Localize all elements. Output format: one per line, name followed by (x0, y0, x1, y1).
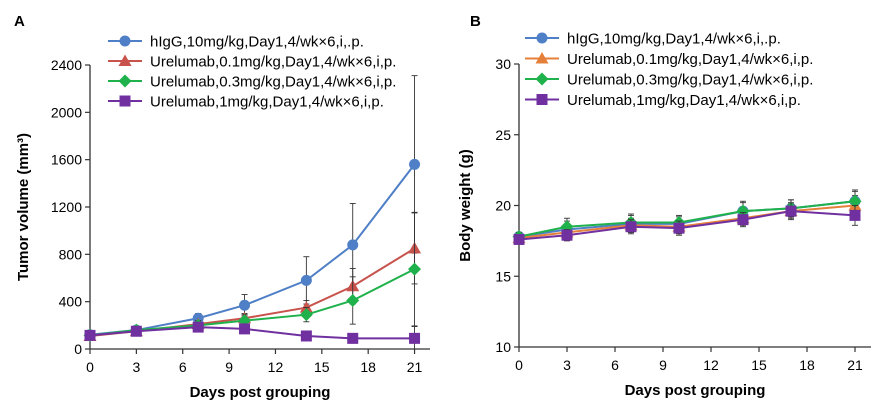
series-2 (83, 212, 422, 341)
legend-label: Urelumab,0.3mg/kg,Day1,4/wk×6,i,p. (150, 74, 396, 91)
legend-marker (536, 94, 548, 105)
y-axis-title: Body weight (g) (457, 149, 474, 262)
legend: hIgG,10mg/kg,Day1,4/wk×6,i,.p. Urelumab,0… (525, 31, 813, 109)
data-point (785, 205, 797, 217)
data-point (346, 293, 360, 307)
x-tick-label: 0 (515, 357, 523, 373)
x-tick-label: 9 (225, 359, 233, 375)
panel-b-chart: 10 15 20 25 30 0 3 6 9 12 15 18 21 Days post grouping… (457, 31, 871, 399)
data-point (347, 239, 359, 251)
legend: hIgG,10mg/kg,Day1,4/wk×6,i,.p. Urelumab,0… (108, 34, 396, 111)
series-3 (83, 211, 422, 342)
x-tick-label: 0 (86, 359, 94, 375)
series-1 (84, 75, 421, 341)
legend-marker (118, 74, 132, 88)
legend-marker (119, 95, 131, 107)
x-tick-label: 12 (268, 359, 284, 375)
y-tick-label: 20 (495, 198, 511, 214)
x-tick-label: 21 (407, 359, 423, 375)
series-4 (513, 202, 861, 245)
x-tick-label: 3 (132, 359, 140, 375)
data-point (347, 332, 359, 344)
data-point (299, 301, 313, 313)
series-4 (84, 321, 421, 350)
data-point (239, 299, 251, 311)
y-tick-label: 2000 (51, 104, 82, 120)
y-tick-label: 800 (59, 246, 83, 262)
data-point (737, 214, 749, 226)
legend-label: Urelumab,0.1mg/kg,Day1,4/wk×6,i,p. (150, 54, 396, 71)
data-point (625, 221, 637, 233)
data-point (561, 229, 573, 241)
y-tick-label: 15 (495, 268, 511, 284)
y-axis-title: Tumor volume (mm³) (15, 133, 32, 281)
y-tick-label: 10 (495, 339, 511, 355)
data-point (299, 308, 313, 322)
y-tick-label: 400 (59, 294, 83, 310)
x-tick-label: 18 (799, 357, 815, 373)
x-tick-label: 6 (611, 357, 619, 373)
y-tick-label: 30 (495, 56, 511, 72)
panel-a-chart: 0 400 800 1200 1600 2000 2400 0 3 6 9 12 15 18 21 Days … (15, 34, 430, 401)
data-point (409, 332, 421, 344)
data-point (673, 222, 685, 234)
data-point (130, 325, 142, 337)
x-tick-label: 9 (659, 357, 667, 373)
data-point (408, 262, 422, 276)
x-tick-label: 3 (563, 357, 571, 373)
legend-label: Urelumab,0.1mg/kg,Day1,4/wk×6,i,p. (567, 51, 813, 68)
legend-label: Urelumab,1mg/kg,Day1,4/wk×6,i,p. (150, 94, 384, 111)
y-tick-label: 1200 (51, 199, 82, 215)
legend-marker (535, 52, 549, 64)
y-tick-label: 2400 (51, 57, 82, 73)
data-point (192, 321, 204, 333)
x-tick-label: 21 (847, 357, 863, 373)
series-line (89, 163, 416, 336)
x-tick-label: 18 (360, 359, 376, 375)
data-point (849, 209, 861, 221)
legend-marker (118, 54, 132, 66)
x-axis-title: Days post grouping (625, 382, 766, 399)
data-point (300, 330, 312, 342)
series-line (89, 247, 416, 337)
data-point (513, 233, 525, 245)
legend-label: Urelumab,1mg/kg,Day1,4/wk×6,i,p. (567, 92, 801, 109)
data-point (848, 194, 862, 208)
data-point (300, 274, 312, 286)
y-tick-label: 1600 (51, 152, 82, 168)
y-tick-label: 25 (495, 127, 511, 143)
legend-label: hIgG,10mg/kg,Day1,4/wk×6,i,.p. (567, 31, 781, 48)
legend-label: hIgG,10mg/kg,Day1,4/wk×6,i,.p. (150, 34, 364, 51)
y-tick-label: 0 (74, 341, 82, 357)
data-point (409, 158, 421, 170)
data-point (239, 323, 251, 335)
data-point (84, 329, 96, 341)
x-axis-title: Days post grouping (190, 384, 331, 401)
panel-b-label: B (470, 13, 481, 30)
panel-a-label: A (14, 13, 25, 30)
legend-marker (119, 35, 131, 47)
legend-label: Urelumab,0.3mg/kg,Day1,4/wk×6,i,p. (567, 72, 813, 89)
x-tick-label: 12 (703, 357, 719, 373)
legend-marker (536, 32, 548, 44)
x-tick-label: 15 (314, 359, 330, 375)
x-tick-label: 6 (179, 359, 187, 375)
legend-marker (535, 72, 549, 86)
x-tick-label: 15 (751, 357, 767, 373)
